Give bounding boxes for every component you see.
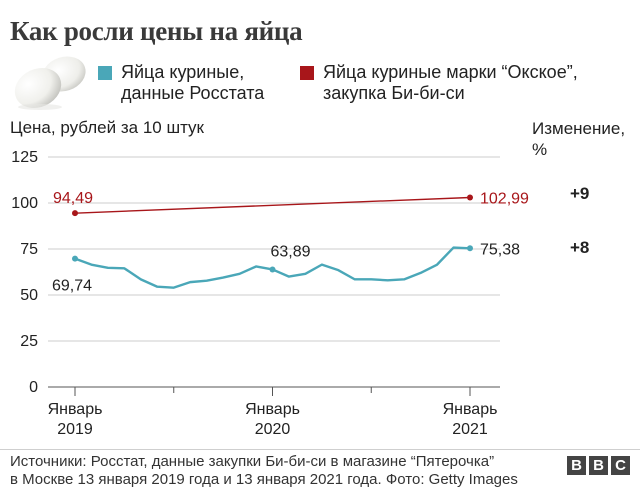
data-point	[72, 255, 78, 262]
chart-title: Как росли цены на яйца	[10, 16, 303, 46]
eggs-photo	[14, 56, 86, 110]
change-header: Изменение, %	[532, 118, 625, 160]
series-line-okskoe	[74, 196, 471, 214]
data-label: 69,74	[52, 278, 92, 295]
change-value-okskoe: +9	[570, 184, 590, 203]
x-tick-label: Январь	[443, 401, 498, 418]
x-tick-label: 2020	[255, 421, 291, 438]
change-value-rosstat: +8	[570, 238, 590, 257]
y-tick-label: 0	[29, 379, 38, 396]
change-header-line1: Изменение,	[532, 119, 626, 138]
data-point	[467, 245, 473, 252]
bbc-logo: B B C	[567, 456, 630, 475]
footer-divider	[0, 449, 640, 450]
bbc-logo-letter: B	[567, 456, 586, 475]
x-tick-label: Январь	[48, 401, 103, 418]
source-line2: в Москве 13 января 2019 года и 13 января…	[10, 471, 518, 488]
data-label: 94,49	[53, 190, 93, 207]
source-line1: Источники: Росстат, данные закупки Би-би…	[10, 453, 495, 470]
legend-rosstat-line1: Яйца куриные,	[121, 62, 245, 82]
data-label: 102,99	[480, 190, 529, 207]
legend-okskoe: Яйца куриные марки “Окское”, закупка Би-…	[300, 62, 578, 104]
y-tick-label: 50	[20, 287, 38, 304]
y-tick-label: 125	[11, 149, 38, 166]
bbc-logo-letter: B	[589, 456, 608, 475]
change-header-line2: %	[532, 140, 548, 159]
x-tick-label: 2019	[57, 421, 93, 438]
data-point	[72, 210, 78, 217]
data-label: 75,38	[480, 241, 520, 258]
y-axis-title: Цена, рублей за 10 штук	[10, 118, 204, 137]
legend-rosstat-line2: данные Росстата	[121, 83, 265, 103]
data-point	[467, 194, 473, 201]
x-tick-label: Январь	[245, 401, 300, 418]
legend-swatch-rosstat	[98, 66, 112, 80]
line-chart: 0 25 50 75 100 125 Январь 2019 Январь 2020 Январь 2…	[11, 149, 529, 438]
y-tick-label: 100	[11, 195, 38, 212]
y-tick-label: 25	[20, 333, 38, 350]
legend-rosstat: Яйца куриные, данные Росстата	[98, 62, 264, 104]
x-tick-label: 2021	[452, 421, 488, 438]
legend-okskoe-line1: Яйца куриные марки “Окское”,	[323, 62, 578, 82]
legend-okskoe-line2: закупка Би-би-си	[323, 83, 465, 103]
data-point	[269, 266, 276, 273]
data-label: 63,89	[270, 243, 310, 260]
bbc-logo-letter: C	[611, 456, 630, 475]
source-note: Источники: Росстат, данные закупки Би-би…	[10, 453, 518, 489]
y-tick-label: 75	[20, 241, 38, 258]
legend-swatch-okskoe	[300, 66, 314, 80]
